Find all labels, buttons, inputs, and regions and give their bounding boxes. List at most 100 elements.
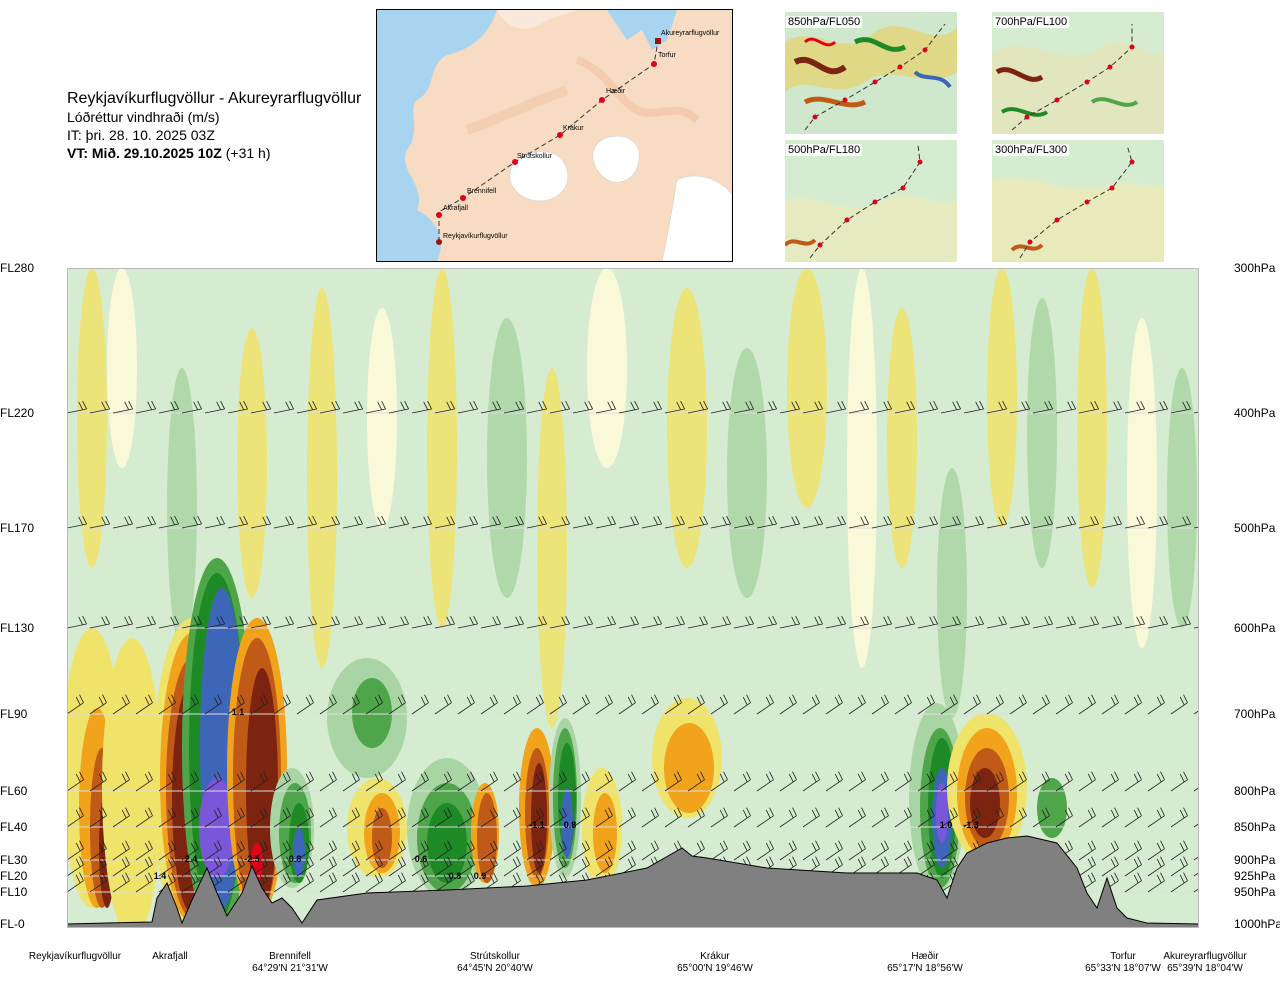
- vertical-wind-cell: [970, 768, 1000, 838]
- wind-barb: [1170, 807, 1188, 828]
- wind-barb: [480, 840, 498, 861]
- wind-barb: [273, 872, 291, 893]
- wind-barb: [1124, 694, 1142, 715]
- wind-barb: [388, 400, 409, 414]
- wind-barb: [595, 807, 613, 828]
- wind-barb: [549, 694, 567, 715]
- wind-barb: [595, 856, 613, 877]
- wind-barb: [342, 856, 360, 877]
- location-name: Brennifell: [269, 951, 311, 962]
- wind-barb: [204, 694, 222, 715]
- wind-barb: [618, 400, 639, 414]
- wind-barb: [572, 771, 590, 792]
- location-label: Brennifell 64°29'N 21°31'W: [215, 951, 365, 975]
- wind-barb: [664, 515, 685, 529]
- wind-barb: [365, 615, 386, 629]
- wind-barb: [227, 771, 245, 792]
- wind-barb: [411, 856, 429, 877]
- wind-barb: [365, 807, 383, 828]
- wind-barb: [457, 515, 478, 529]
- wind-barb: [365, 515, 386, 529]
- vertical-wind-cell: [936, 783, 948, 843]
- wind-barb: [963, 807, 981, 828]
- thumbnail-300hpa[interactable]: 300hPa/FL300: [992, 140, 1164, 262]
- wind-barb: [273, 807, 291, 828]
- wind-barb: [181, 515, 202, 529]
- wind-barb: [273, 840, 291, 861]
- thumbnail-850hpa[interactable]: 850hPa/FL050: [785, 12, 957, 134]
- wind-barb: [112, 856, 130, 877]
- thumbnail-500hpa-graphic: [785, 140, 957, 262]
- wind-barb: [1055, 807, 1073, 828]
- vertical-wind-cell: [427, 803, 467, 883]
- wind-barb: [388, 615, 409, 629]
- wind-barb: [158, 615, 179, 629]
- wind-barb: [641, 694, 659, 715]
- wind-barb: [1170, 515, 1191, 529]
- wind-barb: [756, 615, 777, 629]
- wind-barb: [204, 840, 222, 861]
- pressure-level-label: 600hPa: [1234, 621, 1276, 635]
- flight-level-label: FL40: [0, 820, 28, 834]
- wind-barb: [549, 807, 567, 828]
- wind-barb: [112, 515, 133, 529]
- thumbnail-700hpa[interactable]: 700hPa/FL100: [992, 12, 1164, 134]
- wind-barb: [66, 771, 84, 792]
- wind-barb: [848, 771, 866, 792]
- location-name: Krákur: [700, 951, 730, 962]
- wind-barb: [411, 771, 429, 792]
- value-annotation: 0.8: [289, 854, 302, 864]
- thumbnail-700hpa-graphic: [992, 12, 1164, 134]
- wind-barb: [940, 856, 958, 877]
- wind-barb: [411, 400, 432, 414]
- wind-barb: [733, 615, 754, 629]
- wind-barb: [250, 840, 268, 861]
- wind-barb: [526, 694, 544, 715]
- wind-barb: [848, 515, 869, 529]
- wind-barb: [319, 400, 340, 414]
- wind-barb: [411, 840, 429, 861]
- wind-barb: [917, 615, 938, 629]
- wind-barb: [756, 694, 774, 715]
- wind-barb: [595, 840, 613, 861]
- wind-barb: [457, 856, 475, 877]
- wind-barb: [526, 400, 547, 414]
- flight-level-label: FL220: [0, 406, 35, 420]
- wind-barb: [526, 856, 544, 877]
- wind-barb: [204, 807, 222, 828]
- route-map: Akureyrarflugvöllur Torfur Hæðir Krákur …: [376, 9, 733, 262]
- wind-barb: [273, 615, 294, 629]
- wind-barb: [181, 615, 202, 629]
- wind-barb: [342, 840, 360, 861]
- map-label-brennifell: Brennifell: [467, 188, 497, 195]
- wind-barb: [227, 694, 245, 715]
- field-band: [1077, 268, 1107, 588]
- cross-section-svg: 1.4 2.4 -2.5 1.1 0.8 0.6 0.8 0.9 -1.1 0.8 1.0 -1.3: [62, 255, 1214, 938]
- flight-level-label: FL280: [0, 261, 35, 275]
- thumbnail-500hpa[interactable]: 500hPa/FL180: [785, 140, 957, 262]
- wind-barb: [388, 694, 406, 715]
- wind-barb: [1101, 515, 1122, 529]
- wind-barb: [1124, 515, 1145, 529]
- wind-barb: [802, 400, 823, 414]
- wind-barb: [894, 615, 915, 629]
- flight-level-label: FL30: [0, 853, 28, 867]
- wind-barb: [1124, 807, 1142, 828]
- wind-barb: [1078, 615, 1099, 629]
- thumbnail-label: 850hPa/FL050: [786, 16, 863, 28]
- wind-barb: [89, 807, 107, 828]
- map-waypoint-krakur: [557, 132, 563, 138]
- wind-barb: [572, 615, 593, 629]
- field-band: [727, 348, 767, 598]
- vertical-wind-cell: [199, 778, 235, 878]
- wind-barb: [457, 615, 478, 629]
- wind-barb: [342, 400, 363, 414]
- wind-barb: [1055, 515, 1076, 529]
- wind-barb: [480, 807, 498, 828]
- wind-barb: [1055, 400, 1076, 414]
- field-band: [887, 308, 917, 568]
- map-label-torfur: Torfur: [658, 52, 677, 59]
- wind-barb: [227, 807, 245, 828]
- wind-barb: [112, 615, 133, 629]
- field-band: [1027, 298, 1057, 568]
